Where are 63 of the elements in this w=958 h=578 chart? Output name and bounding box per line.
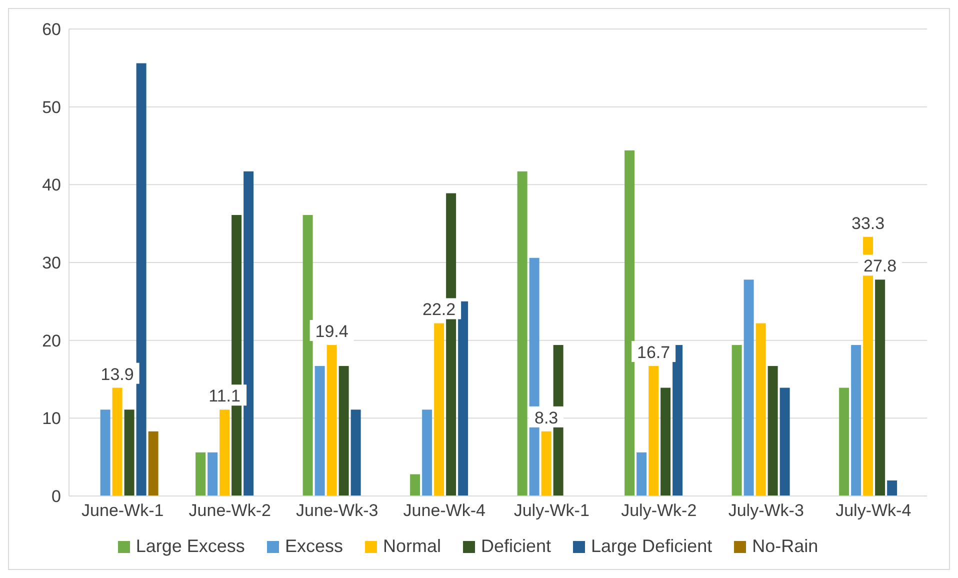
bar <box>244 171 254 496</box>
bar <box>136 63 146 496</box>
bar <box>124 410 134 496</box>
data-label: 8.3 <box>534 408 558 428</box>
bar <box>660 388 671 496</box>
data-label: 16.7 <box>637 343 670 362</box>
bar <box>517 171 528 496</box>
x-tick-label: June-Wk-2 <box>188 501 271 520</box>
bar <box>220 410 230 496</box>
x-tick-label: June-Wk-3 <box>296 501 378 520</box>
y-tick-label: 10 <box>42 409 61 428</box>
legend-label: Normal <box>382 536 441 557</box>
bar <box>410 474 420 496</box>
y-tick-label: 30 <box>42 254 61 273</box>
legend-label: Large Excess <box>136 536 245 557</box>
bar <box>887 480 898 496</box>
bar <box>422 410 432 496</box>
bar <box>780 388 790 496</box>
bar <box>648 366 659 496</box>
bar <box>208 452 218 496</box>
y-tick-label: 60 <box>42 20 61 40</box>
bar <box>732 345 742 496</box>
bar <box>768 366 778 496</box>
bar <box>196 452 206 496</box>
bar <box>350 410 361 496</box>
bar <box>314 366 325 496</box>
y-tick-label: 50 <box>42 98 61 117</box>
y-tick-label: 40 <box>42 176 61 195</box>
bar <box>875 280 886 496</box>
data-label: 11.1 <box>208 386 240 406</box>
data-label: 13.9 <box>100 364 134 384</box>
bar <box>338 366 349 496</box>
data-label: 27.8 <box>864 256 897 276</box>
bar <box>541 431 552 496</box>
legend-label: No-Rain <box>752 536 818 557</box>
bar <box>851 345 862 496</box>
data-label: 22.2 <box>422 300 456 320</box>
x-tick-label: June-Wk-1 <box>82 501 164 520</box>
data-label: 33.3 <box>852 214 885 233</box>
bar <box>302 215 313 496</box>
x-tick-label: July-Wk-3 <box>728 501 804 520</box>
legend-label: Deficient <box>480 536 552 557</box>
bar <box>744 280 754 496</box>
legend-label: Large Deficient <box>591 536 712 557</box>
x-tick-label: July-Wk-2 <box>621 501 697 520</box>
x-tick-label: July-Wk-1 <box>514 501 590 520</box>
data-label: 19.4 <box>315 322 348 342</box>
bar <box>624 150 635 496</box>
x-tick-label: July-Wk-4 <box>836 501 912 520</box>
bar <box>839 388 850 496</box>
y-tick-label: 0 <box>52 487 61 506</box>
bar <box>148 431 158 496</box>
bar <box>756 323 766 496</box>
bar <box>112 388 122 496</box>
bar <box>458 301 468 496</box>
bar <box>326 345 337 496</box>
bar <box>434 323 444 496</box>
bar <box>100 410 110 496</box>
legend-label: Excess <box>284 536 343 557</box>
bar <box>672 345 683 496</box>
y-tick-label: 20 <box>42 331 61 350</box>
bar <box>636 452 647 496</box>
x-tick-label: June-Wk-4 <box>403 501 486 520</box>
